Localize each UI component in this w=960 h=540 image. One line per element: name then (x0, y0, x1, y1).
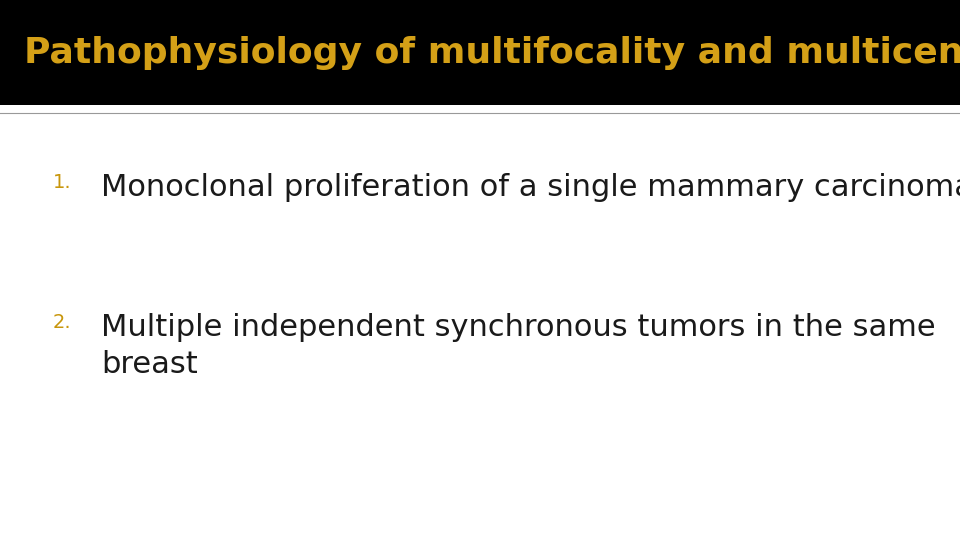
Text: Pathophysiology of multifocality and multicentricity: Pathophysiology of multifocality and mul… (24, 36, 960, 70)
Text: Multiple independent synchronous tumors in the same
breast: Multiple independent synchronous tumors … (101, 313, 935, 379)
Text: 2.: 2. (53, 313, 71, 332)
Text: Monoclonal proliferation of a single mammary carcinoma: Monoclonal proliferation of a single mam… (101, 173, 960, 202)
Bar (0, 0, 960, 105)
Text: 1.: 1. (53, 173, 71, 192)
